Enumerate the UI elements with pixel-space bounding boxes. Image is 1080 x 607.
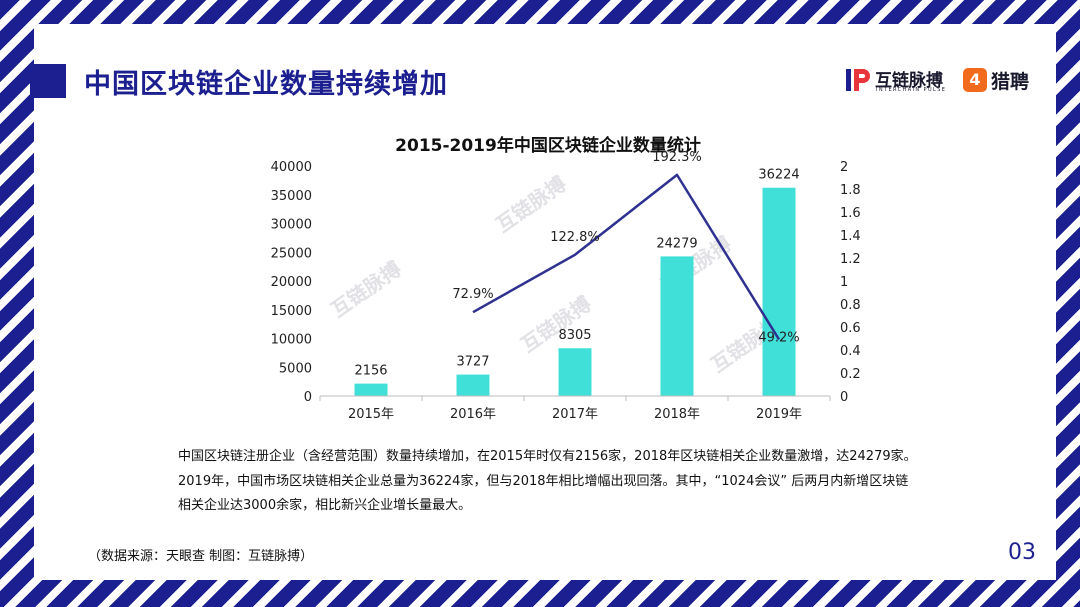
watermark-text: 互链脉搏 — [326, 256, 405, 322]
description-line: 中国区块链注册企业（含经营范围）数量持续增加，在2015年时仅有2156家，20… — [178, 449, 917, 464]
y-right-tick-label: 0.8 — [840, 298, 861, 313]
y-left-tick-label: 5000 — [279, 361, 312, 376]
watermark-text: 互链脉搏 — [491, 171, 570, 237]
chart-title: 2015-2019年中国区块链企业数量统计 — [395, 135, 701, 156]
liepin-logo: 4 猎聘 — [963, 66, 1037, 94]
data-source-note: （数据来源：天眼查 制图：互链脉搏） — [88, 549, 314, 564]
bar — [762, 187, 796, 396]
liepin-logo-icon: 4 — [963, 68, 987, 92]
bar — [660, 256, 694, 396]
line-value-label: 72.9% — [452, 287, 493, 302]
y-left-tick-label: 10000 — [271, 333, 312, 348]
line-value-label: 122.8% — [550, 230, 600, 245]
bar-value-label: 36224 — [758, 168, 799, 183]
y-right-tick-label: 0.4 — [840, 344, 861, 359]
bar-value-label: 8305 — [558, 328, 591, 343]
description-line: 相关企业达3000余家，相比新兴企业增长量最大。 — [178, 498, 472, 513]
bar-value-label: 2156 — [354, 364, 387, 379]
x-tick-label: 2015年 — [348, 407, 394, 422]
slide-card — [34, 24, 1056, 580]
y-right-tick-label: 1.6 — [840, 206, 861, 221]
y-left-tick-label: 0 — [304, 390, 312, 405]
y-right-tick-label: 1.4 — [840, 229, 861, 244]
x-tick-label: 2017年 — [552, 407, 598, 422]
description-line: 2019年，中国市场区块链相关企业总量为36224家，但与2018年相比增幅出现… — [178, 473, 909, 489]
bar — [354, 383, 388, 396]
brand1-name: 互链脉搏 — [875, 71, 943, 91]
y-right-tick-label: 0.2 — [840, 367, 861, 382]
x-tick-label: 2018年 — [654, 407, 700, 422]
y-right-tick-label: 0.6 — [840, 321, 861, 336]
x-tick-label: 2019年 — [756, 407, 802, 422]
bar — [558, 348, 592, 396]
brand1-subtitle: INTERCHAIN PULSE — [876, 87, 947, 93]
x-tick-label: 2016年 — [450, 407, 496, 422]
bar-value-label: 3727 — [456, 355, 489, 370]
y-right-tick-label: 0 — [840, 390, 848, 405]
title-accent-bar — [30, 64, 66, 98]
watermark-text: 互链脉搏 — [516, 291, 595, 357]
line-value-label: 192.3% — [652, 150, 702, 165]
bar-value-label: 24279 — [656, 236, 697, 251]
growth-rate-line — [472, 173, 781, 341]
y-left-tick-label: 25000 — [271, 246, 312, 261]
y-right-tick-label: 1.2 — [840, 252, 861, 267]
y-right-tick-label: 2 — [840, 160, 848, 175]
y-right-tick-label: 1 — [840, 275, 848, 290]
interchain-pulse-logo: 互链脉搏 INTERCHAIN PULSE — [845, 66, 953, 96]
y-right-tick-label: 1.8 — [840, 183, 861, 198]
y-left-tick-label: 35000 — [271, 189, 312, 204]
y-left-tick-label: 40000 — [271, 160, 312, 175]
y-left-tick-label: 20000 — [271, 275, 312, 290]
line-value-label: 49.2% — [758, 330, 799, 345]
page-title: 中国区块链企业数量持续增加 — [84, 69, 448, 100]
y-left-tick-label: 15000 — [271, 304, 312, 319]
bar — [456, 374, 490, 396]
page-number: 03 — [1008, 540, 1036, 565]
brand2-name: 猎聘 — [991, 71, 1030, 93]
y-left-tick-label: 30000 — [271, 218, 312, 233]
description-text: 中国区块链注册企业（含经营范围）数量持续增加，在2015年时仅有2156家，20… — [178, 445, 958, 519]
interchain-pulse-logo-icon — [846, 69, 870, 91]
